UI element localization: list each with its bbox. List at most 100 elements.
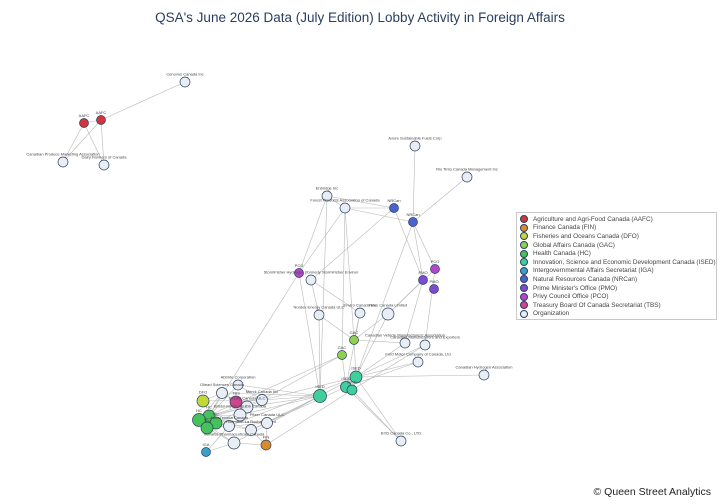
node-marker[interactable] [430, 264, 440, 274]
graph-node-nrc2[interactable]: NRCan [406, 212, 420, 227]
node-marker[interactable] [229, 395, 243, 409]
node-marker[interactable] [354, 307, 366, 319]
node-marker[interactable] [294, 268, 304, 278]
node-marker[interactable] [96, 115, 106, 125]
legend-item[interactable]: Prime Minister's Office (PMO) [520, 284, 716, 293]
graph-node-gac1[interactable]: GAC [349, 330, 359, 345]
graph-node-aafc1[interactable]: AAFC [79, 113, 90, 128]
node-marker[interactable] [409, 140, 421, 152]
graph-node-dfo1[interactable]: DFO [196, 390, 210, 408]
graph-node-merck[interactable]: Merck Canada Inc [246, 389, 278, 406]
node-marker[interactable] [349, 335, 359, 345]
graph-node-enbridge[interactable]: Enbridge Inc [316, 186, 338, 202]
node-marker[interactable] [261, 417, 273, 429]
graph-node-pco2[interactable]: PCO [294, 263, 304, 278]
node-marker[interactable] [260, 439, 272, 451]
node-marker[interactable] [305, 274, 317, 286]
legend-item[interactable]: Natural Resources Canada (NRCan) [520, 275, 716, 284]
node-marker[interactable] [245, 424, 257, 436]
graph-node-hc4[interactable]: HC [200, 417, 214, 435]
node-marker[interactable] [321, 190, 333, 202]
node-marker[interactable] [478, 369, 490, 381]
graph-node-nordex[interactable]: Nordex Energy Canada ULC [294, 305, 345, 321]
legend-item[interactable]: Treasury Board Of Canada Secretariat (TB… [520, 301, 716, 310]
graph-node-pmo2[interactable]: PMO [429, 279, 439, 294]
node-marker[interactable] [419, 339, 431, 351]
graph-node-chydro[interactable]: Canadian Hydrogen Association [456, 365, 513, 381]
node-marker[interactable] [179, 76, 191, 88]
graph-node-cpma[interactable]: Canadian Produce Marketing Association [26, 152, 100, 168]
node-marker[interactable] [349, 370, 363, 384]
graph-node-roche[interactable]: Hoffmann-La Roche Limited [226, 419, 276, 436]
node-marker[interactable] [399, 337, 411, 349]
node-marker[interactable] [381, 307, 395, 321]
node-marker[interactable] [227, 436, 241, 450]
graph-node-novartis[interactable]: Novartis Pharmaceuticals Canada [204, 432, 265, 450]
graph-node-cvma[interactable]: Canadian Vehicle Manufacturers' Associat… [365, 333, 445, 349]
graph-node-tbs1[interactable]: TBS [229, 391, 243, 409]
node-marker[interactable] [429, 284, 439, 294]
legend-item[interactable]: Global Affairs Canada (GAC) [520, 241, 716, 250]
graph-node-abbvie[interactable]: AbbVie Corporation [221, 375, 256, 391]
node-marker[interactable] [57, 156, 69, 168]
legend-item[interactable]: Organization [520, 309, 716, 319]
graph-node-nrc1[interactable]: NRCan [387, 198, 401, 213]
node-marker[interactable] [418, 275, 428, 285]
graph-node-fpac[interactable]: Forest Products Association of Canada [310, 198, 380, 214]
graph-node-stormfisher[interactable]: StormFisher Hydrogen (formerly StormFish… [264, 270, 359, 286]
graph-node-iga1[interactable]: IGA [201, 442, 211, 457]
graph-node-cenovus[interactable]: Cenovus Canada Inc [166, 72, 204, 88]
graph-node-cme[interactable]: Canadian Manufacturers and Exporters [390, 335, 460, 351]
node-marker[interactable] [79, 118, 89, 128]
legend-item[interactable]: Finance Canada (FIN) [520, 223, 716, 233]
node-marker[interactable] [192, 413, 206, 427]
node-marker[interactable] [412, 356, 424, 368]
graph-node-byd[interactable]: BYD Canada Co., LTD [381, 431, 421, 447]
legend-item[interactable]: Privy Council Office (PCO) [520, 292, 716, 301]
node-marker[interactable] [395, 435, 407, 447]
node-marker[interactable] [196, 394, 210, 408]
legend-item[interactable]: Agriculture and Agri-Food Canada (AAFC) [520, 215, 716, 224]
node-marker[interactable] [339, 202, 351, 214]
graph-node-ised4[interactable]: ISED [313, 384, 327, 403]
legend-item[interactable]: Health Canada (HC) [520, 249, 716, 258]
node-marker[interactable] [201, 447, 211, 457]
graph-node-hc2[interactable]: HC [192, 408, 206, 427]
graph-node-aafc2[interactable]: AAFC [96, 110, 107, 125]
node-marker[interactable] [223, 420, 235, 432]
graph-node-lilly[interactable]: Eli Lilly Canada ULC [229, 396, 266, 414]
node-marker[interactable] [408, 217, 418, 227]
node-marker[interactable] [233, 408, 247, 422]
graph-node-enviro[interactable]: Enviro Canada Inc [344, 303, 377, 319]
node-marker[interactable] [256, 394, 268, 406]
node-marker[interactable] [200, 421, 214, 435]
node-marker[interactable] [240, 400, 254, 414]
graph-node-gilead[interactable]: Gilead Sciences Canada [200, 382, 245, 399]
node-marker[interactable] [461, 171, 473, 183]
graph-node-pmo1[interactable]: PMO [418, 270, 428, 285]
graph-node-ised1[interactable]: ISED [349, 366, 363, 384]
node-marker[interactable] [313, 309, 325, 321]
graph-node-fin1[interactable]: FIN [260, 435, 272, 451]
node-marker[interactable] [389, 203, 399, 213]
graph-node-pfizer[interactable]: Pfizer Canada ULC [250, 412, 285, 429]
node-marker[interactable] [232, 379, 244, 391]
graph-node-bms[interactable]: Bristol-Myers Squibb Canada [214, 404, 267, 422]
graph-node-riotinto[interactable]: Rio Tinto Canada Management Inc [436, 167, 498, 183]
node-marker[interactable] [346, 384, 358, 396]
graph-node-azure[interactable]: Azure Sustainable Fuels Corp [388, 136, 442, 152]
node-marker[interactable] [313, 389, 327, 403]
graph-node-ford[interactable]: Ford Motor Company of Canada, Ltd [385, 352, 451, 368]
node-marker[interactable] [216, 387, 228, 399]
graph-node-astra[interactable]: AstraZeneca Canada [210, 415, 249, 432]
node-marker[interactable] [337, 350, 347, 360]
node-marker[interactable] [98, 159, 110, 171]
legend-item[interactable]: Innovation, Science and Economic Develop… [520, 258, 716, 267]
graph-node-pco1[interactable]: PCO [430, 259, 440, 274]
graph-node-gac2[interactable]: GAC [337, 345, 347, 360]
legend-item[interactable]: Fisheries and Oceans Canada (DFO) [520, 232, 716, 241]
graph-node-ised3[interactable]: ISED [346, 380, 358, 396]
graph-node-dairy[interactable]: Dairy Farmers of Canada [82, 155, 128, 171]
graph-node-telus[interactable]: Telus Canada Limited [369, 303, 407, 321]
legend-item[interactable]: Intergovernmental Affairs Secretariat (I… [520, 266, 716, 276]
